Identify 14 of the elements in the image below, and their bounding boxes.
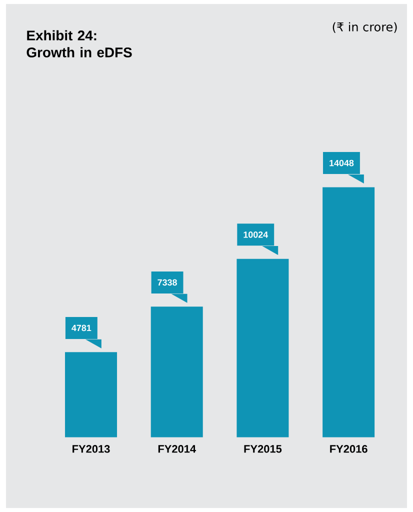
bar <box>65 352 118 438</box>
x-tick-label: FY2013 <box>72 445 110 453</box>
chart-title: Exhibit 24: Growth in eDFS <box>26 30 132 58</box>
chart-subtitle: (₹ in crore) <box>332 22 397 33</box>
data-label: 10024 <box>244 231 268 238</box>
bar <box>150 306 203 438</box>
data-label: 4781 <box>72 324 92 332</box>
bar <box>322 187 375 438</box>
x-tick-label: FY2014 <box>158 445 196 453</box>
data-label: 7338 <box>158 279 177 286</box>
x-tick-label: FY2015 <box>244 445 282 453</box>
bar <box>236 258 289 438</box>
x-tick-label: FY2016 <box>330 445 368 453</box>
data-label: 14048 <box>330 160 354 166</box>
